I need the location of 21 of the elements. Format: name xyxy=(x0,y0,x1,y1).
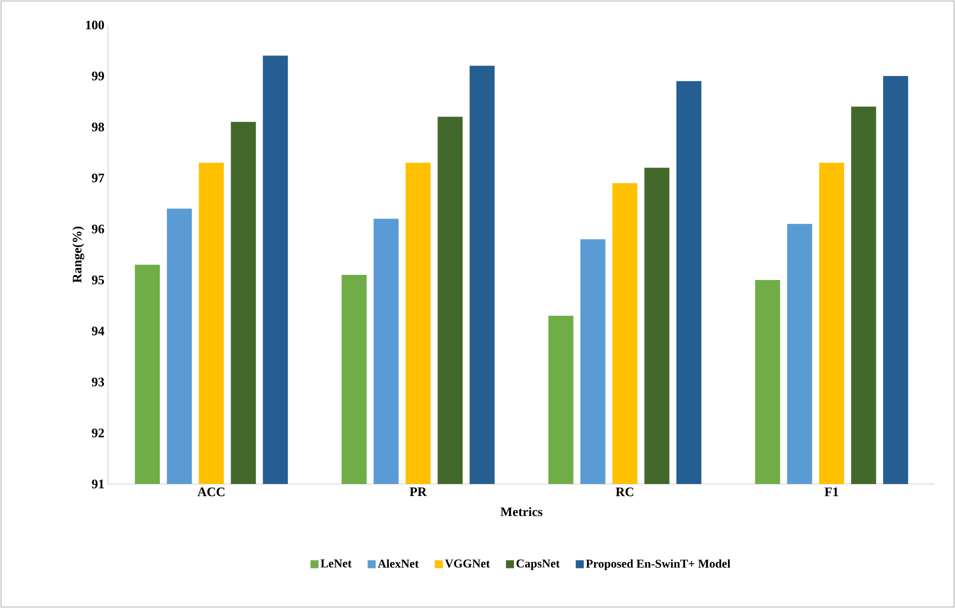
legend-label: AlexNet xyxy=(378,559,419,568)
y-tick-label: 94 xyxy=(92,326,104,336)
y-tick-label: 99 xyxy=(92,72,104,80)
legend-label: VGGNet xyxy=(444,560,490,568)
x-tick-label: RC xyxy=(616,488,634,496)
x-tick-label: PR xyxy=(410,488,427,496)
legend-label: CapsNet xyxy=(516,560,560,570)
x-tick-label: F1 xyxy=(824,488,838,496)
y-tick-label: 100 xyxy=(86,20,104,30)
x-axis-title: Metrics xyxy=(500,507,542,516)
y-tick-label: 95 xyxy=(92,276,104,284)
y-tick-label: 97 xyxy=(92,174,104,182)
y-tick-label: 98 xyxy=(92,122,104,132)
y-tick-label: 93 xyxy=(92,378,104,386)
legend-label: LeNet xyxy=(320,560,352,568)
legend-label: Proposed En-SwinT+ Model xyxy=(586,559,730,570)
y-axis-title: Range(%) xyxy=(72,226,84,283)
x-tick-label: ACC xyxy=(197,488,224,496)
y-tick-label: 96 xyxy=(92,224,104,234)
y-tick-label: 91 xyxy=(92,480,104,488)
y-tick-label: 92 xyxy=(92,428,104,438)
